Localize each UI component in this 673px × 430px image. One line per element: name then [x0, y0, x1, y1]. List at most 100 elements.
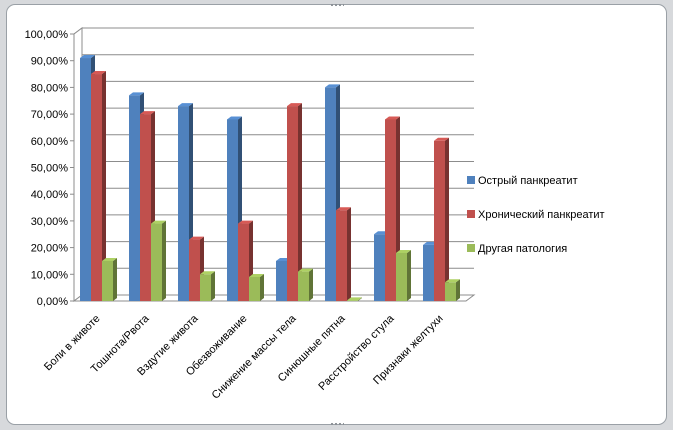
- bar-front: [336, 210, 347, 301]
- bar-top: [151, 220, 166, 224]
- bar-top: [287, 103, 302, 107]
- bar-front: [325, 87, 336, 302]
- y-axis-tick-labels: 0,00% 10,00% 20,00% 30,00% 40,00% 50,00% 60,00…: [25, 29, 69, 308]
- legend-label: Острый панкреатит: [478, 175, 578, 187]
- bar-front: [200, 274, 211, 301]
- bar-front: [423, 244, 434, 301]
- bar-top: [102, 257, 117, 261]
- y-tick-label: 20,00%: [31, 243, 69, 255]
- bar: [102, 257, 117, 301]
- bar-front: [445, 282, 456, 301]
- bar: [151, 220, 166, 301]
- bar: [336, 207, 351, 301]
- legend: Острый панкреатит Хронический панкреатит Д…: [467, 175, 605, 255]
- y-tick-label: 70,00%: [31, 109, 69, 121]
- gridline: [73, 80, 474, 88]
- bar-top: [396, 249, 411, 253]
- bar-top: [227, 116, 242, 120]
- bar-top: [91, 71, 106, 75]
- bar: [396, 249, 411, 301]
- bar-top: [80, 55, 95, 59]
- bar: [249, 273, 264, 301]
- bar-side: [445, 137, 449, 301]
- x-tick-label: Снижение массы тела: [210, 312, 300, 402]
- bar-top: [385, 116, 400, 120]
- bar-top: [189, 236, 204, 240]
- bar-side: [113, 257, 117, 301]
- bar-side: [162, 220, 166, 301]
- bar-front: [151, 223, 162, 301]
- bar-side: [358, 297, 362, 301]
- bar: [445, 279, 460, 301]
- bar-side: [407, 249, 411, 301]
- bar-top: [129, 92, 144, 96]
- chart-bars: [80, 55, 460, 302]
- bar-front: [298, 271, 309, 301]
- bar-top: [200, 271, 215, 275]
- y-tick-label: 10,00%: [31, 269, 69, 281]
- bar-side: [260, 273, 264, 301]
- legend-swatch: [467, 176, 475, 184]
- bar-side: [298, 103, 302, 301]
- bar-top: [434, 137, 449, 141]
- bar-front: [189, 239, 200, 301]
- bar-side: [211, 271, 215, 301]
- legend-swatch: [467, 244, 475, 252]
- bar-front: [80, 58, 91, 301]
- bar-front: [374, 234, 385, 301]
- y-tick-label: 40,00%: [31, 189, 69, 201]
- gridline: [73, 27, 474, 35]
- legend-label: Другая патология: [478, 243, 567, 255]
- bar: [298, 268, 313, 301]
- bar-top: [140, 111, 155, 115]
- bar-top: [298, 268, 313, 272]
- bar-front: [276, 260, 287, 301]
- bar-front: [129, 95, 140, 301]
- bar-front: [91, 74, 102, 301]
- bar-front: [227, 119, 238, 301]
- bar-front: [396, 252, 407, 301]
- y-tick-label: 100,00%: [25, 29, 69, 41]
- legend-item: Острый панкреатит: [467, 175, 578, 187]
- bar-front: [287, 106, 298, 301]
- bar-front: [102, 260, 113, 301]
- bar-front: [140, 114, 151, 301]
- bar-side: [456, 279, 460, 301]
- bar-side: [309, 268, 313, 301]
- legend-item: Другая патология: [467, 243, 567, 255]
- bar-top: [178, 103, 193, 107]
- bar-top: [347, 297, 362, 301]
- bar-front: [347, 300, 358, 301]
- y-tick-label: 50,00%: [31, 163, 69, 175]
- bar-side: [102, 71, 106, 301]
- y-tick-label: 0,00%: [37, 296, 68, 308]
- legend-item: Хронический панкреатит: [467, 209, 605, 221]
- resize-handle-bottom[interactable]: [330, 422, 344, 426]
- bar-front: [385, 119, 396, 301]
- bar: [347, 297, 362, 301]
- bar: [434, 137, 449, 301]
- bar-top: [249, 273, 264, 277]
- bar-top: [445, 279, 460, 283]
- bar-front: [178, 106, 189, 301]
- bar-front: [238, 223, 249, 301]
- bar-side: [347, 207, 351, 301]
- bar: [91, 71, 106, 301]
- gridline: [73, 54, 474, 62]
- y-tick-label: 90,00%: [31, 56, 69, 68]
- bar-top: [336, 207, 351, 211]
- y-tick-label: 80,00%: [31, 82, 69, 94]
- bar-front: [434, 140, 445, 301]
- y-tick-label: 60,00%: [31, 136, 69, 148]
- legend-swatch: [467, 210, 475, 218]
- legend-label: Хронический панкреатит: [478, 209, 605, 221]
- y-tick-label: 30,00%: [31, 216, 69, 228]
- bar-top: [325, 84, 340, 88]
- bar: [287, 103, 302, 301]
- bar: [200, 271, 215, 301]
- bar-top: [238, 220, 253, 224]
- bar-front: [249, 276, 260, 301]
- resize-handle-top[interactable]: [330, 3, 344, 7]
